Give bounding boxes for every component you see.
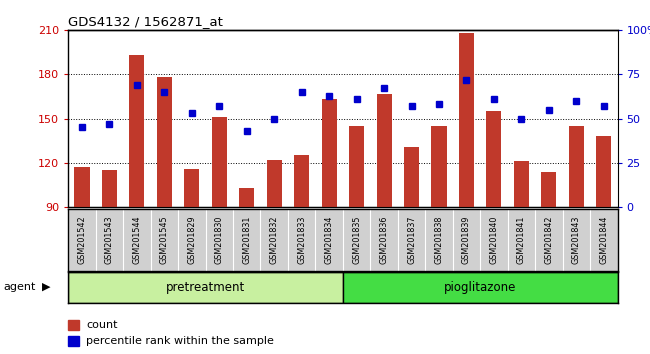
Bar [266,160,281,207]
Text: GSM201840: GSM201840 [489,216,499,264]
Bar [569,126,584,207]
Text: GSM201543: GSM201543 [105,216,114,264]
Text: GSM201837: GSM201837 [407,216,416,264]
Text: GSM201841: GSM201841 [517,216,526,264]
Text: GSM201839: GSM201839 [462,216,471,264]
Bar [404,147,419,207]
Bar [239,188,254,207]
Bar [157,77,172,207]
Bar [376,93,391,207]
Bar [129,55,144,207]
Bar [68,336,79,346]
Bar [486,111,501,207]
Text: GSM201844: GSM201844 [599,216,608,264]
Bar [343,272,618,303]
Bar [68,272,343,303]
Text: GSM201842: GSM201842 [544,216,553,264]
Text: GDS4132 / 1562871_at: GDS4132 / 1562871_at [68,15,223,28]
Bar [185,169,200,207]
Text: GSM201831: GSM201831 [242,216,252,264]
Bar [349,126,364,207]
Text: percentile rank within the sample: percentile rank within the sample [86,336,274,346]
Text: pretreatment: pretreatment [166,281,245,293]
Text: pioglitazone: pioglitazone [444,281,516,293]
Bar [102,170,117,207]
Text: GSM201830: GSM201830 [214,216,224,264]
Bar [459,33,474,207]
Bar [432,126,447,207]
Text: GSM201833: GSM201833 [297,216,306,264]
Text: GSM201838: GSM201838 [434,216,443,264]
Text: GSM201832: GSM201832 [270,216,279,264]
Bar [75,167,90,207]
Text: GSM201544: GSM201544 [133,216,142,264]
Bar [68,320,79,330]
Text: GSM201542: GSM201542 [77,216,86,264]
Text: GSM201843: GSM201843 [572,216,581,264]
Bar [322,99,337,207]
Bar [541,172,556,207]
Bar [596,136,611,207]
Text: GSM201545: GSM201545 [160,216,169,264]
Text: GSM201834: GSM201834 [324,216,333,264]
Text: GSM201836: GSM201836 [380,216,389,264]
Bar [294,155,309,207]
Text: GSM201829: GSM201829 [187,216,196,264]
Bar [212,117,227,207]
Text: count: count [86,320,118,330]
Text: ▶: ▶ [42,282,51,292]
Bar [514,161,529,207]
Text: agent: agent [3,282,36,292]
Text: GSM201835: GSM201835 [352,216,361,264]
